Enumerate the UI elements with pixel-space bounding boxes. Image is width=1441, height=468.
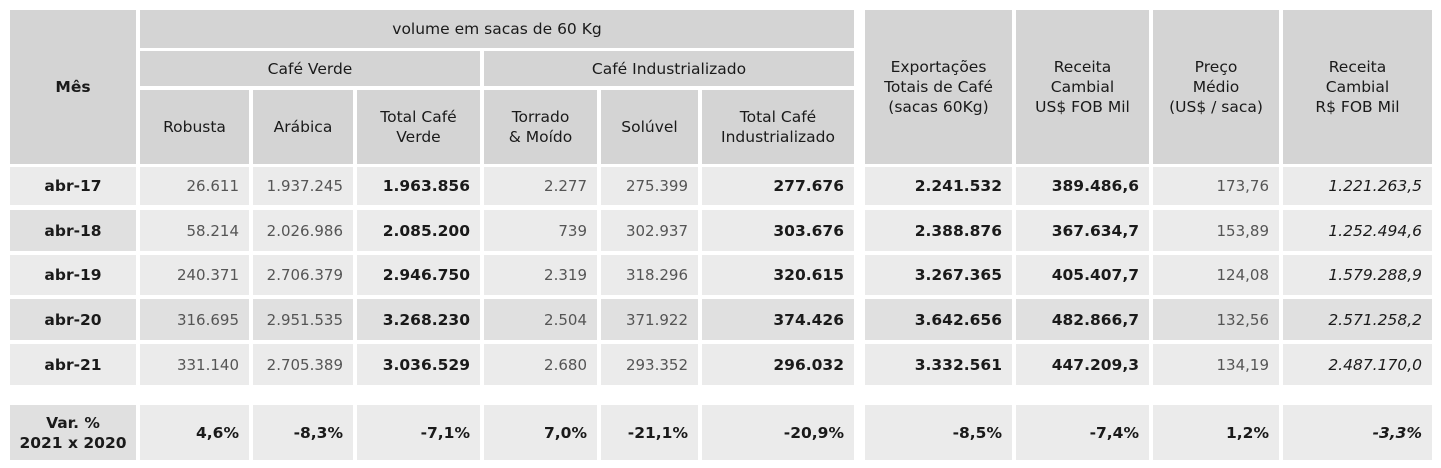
header-cafe-industrializado: Café Industrializado bbox=[484, 51, 854, 86]
row-mes: abr-21 bbox=[10, 344, 136, 385]
header-total-cafe-verde: Total Café Verde bbox=[357, 90, 480, 164]
cell-preco: 173,76 bbox=[1153, 167, 1279, 205]
header-receita-brl: Receita Cambial R$ FOB Mil bbox=[1283, 10, 1432, 164]
cell-soluvel: 318.296 bbox=[601, 255, 698, 295]
header-volume-group: volume em sacas de 60 Kg bbox=[140, 10, 854, 48]
cell-exportacoes: 3.267.365 bbox=[865, 255, 1012, 295]
cell-receita-brl: 1.252.494,6 bbox=[1283, 210, 1432, 251]
cell-receita-brl: 2.571.258,2 bbox=[1283, 299, 1432, 340]
row-mes: abr-18 bbox=[10, 210, 136, 251]
cell-total-ind: 296.032 bbox=[702, 344, 854, 385]
row-mes: abr-17 bbox=[10, 167, 136, 205]
row-mes: abr-20 bbox=[10, 299, 136, 340]
cell-exportacoes: 2.388.876 bbox=[865, 210, 1012, 251]
cell-soluvel: 302.937 bbox=[601, 210, 698, 251]
header-soluvel: Solúvel bbox=[601, 90, 698, 164]
variation-preco: 1,2% bbox=[1153, 405, 1279, 460]
header-total-cafe-industrializado: Total Café Industrializado bbox=[702, 90, 854, 164]
cell-preco: 132,56 bbox=[1153, 299, 1279, 340]
cell-robusta: 240.371 bbox=[140, 255, 249, 295]
variation-soluvel: -21,1% bbox=[601, 405, 698, 460]
cell-arabica: 1.937.245 bbox=[253, 167, 353, 205]
cell-torrado: 739 bbox=[484, 210, 597, 251]
cell-torrado: 2.504 bbox=[484, 299, 597, 340]
cell-receita-usd: 482.866,7 bbox=[1016, 299, 1149, 340]
cell-exportacoes: 3.642.656 bbox=[865, 299, 1012, 340]
cell-total-verde: 2.946.750 bbox=[357, 255, 480, 295]
variation-arabica: -8,3% bbox=[253, 405, 353, 460]
cell-receita-brl: 2.487.170,0 bbox=[1283, 344, 1432, 385]
variation-receita-brl: -3,3% bbox=[1283, 405, 1432, 460]
cell-torrado: 2.680 bbox=[484, 344, 597, 385]
cell-receita-usd: 405.407,7 bbox=[1016, 255, 1149, 295]
header-robusta: Robusta bbox=[140, 90, 249, 164]
cell-soluvel: 371.922 bbox=[601, 299, 698, 340]
cell-total-verde: 3.268.230 bbox=[357, 299, 480, 340]
cell-total-verde: 3.036.529 bbox=[357, 344, 480, 385]
cell-receita-brl: 1.221.263,5 bbox=[1283, 167, 1432, 205]
cell-exportacoes: 2.241.532 bbox=[865, 167, 1012, 205]
variation-exportacoes: -8,5% bbox=[865, 405, 1012, 460]
variation-receita-usd: -7,4% bbox=[1016, 405, 1149, 460]
header-exportacoes-totais: Exportações Totais de Café (sacas 60Kg) bbox=[865, 10, 1012, 164]
cell-arabica: 2.706.379 bbox=[253, 255, 353, 295]
cell-preco: 124,08 bbox=[1153, 255, 1279, 295]
variation-torrado: 7,0% bbox=[484, 405, 597, 460]
cell-total-verde: 1.963.856 bbox=[357, 167, 480, 205]
header-arabica: Arábica bbox=[253, 90, 353, 164]
header-preco-medio: Preço Médio (US$ / saca) bbox=[1153, 10, 1279, 164]
variation-robusta: 4,6% bbox=[140, 405, 249, 460]
cell-total-ind: 320.615 bbox=[702, 255, 854, 295]
variation-label: Var. % 2021 x 2020 bbox=[10, 405, 136, 460]
cell-receita-usd: 389.486,6 bbox=[1016, 167, 1149, 205]
cell-robusta: 316.695 bbox=[140, 299, 249, 340]
cell-arabica: 2.951.535 bbox=[253, 299, 353, 340]
header-mes: Mês bbox=[10, 10, 136, 164]
cell-preco: 153,89 bbox=[1153, 210, 1279, 251]
cell-torrado: 2.277 bbox=[484, 167, 597, 205]
cell-robusta: 58.214 bbox=[140, 210, 249, 251]
cell-receita-usd: 447.209,3 bbox=[1016, 344, 1149, 385]
row-mes: abr-19 bbox=[10, 255, 136, 295]
variation-total-ind: -20,9% bbox=[702, 405, 854, 460]
cell-preco: 134,19 bbox=[1153, 344, 1279, 385]
cell-robusta: 26.611 bbox=[140, 167, 249, 205]
variation-total-verde: -7,1% bbox=[357, 405, 480, 460]
cell-total-verde: 2.085.200 bbox=[357, 210, 480, 251]
cell-total-ind: 374.426 bbox=[702, 299, 854, 340]
cell-arabica: 2.705.389 bbox=[253, 344, 353, 385]
cell-robusta: 331.140 bbox=[140, 344, 249, 385]
cell-arabica: 2.026.986 bbox=[253, 210, 353, 251]
cell-soluvel: 293.352 bbox=[601, 344, 698, 385]
header-torrado-moido: Torrado & Moído bbox=[484, 90, 597, 164]
cell-total-ind: 277.676 bbox=[702, 167, 854, 205]
header-receita-usd: Receita Cambial US$ FOB Mil bbox=[1016, 10, 1149, 164]
cell-receita-usd: 367.634,7 bbox=[1016, 210, 1149, 251]
cell-total-ind: 303.676 bbox=[702, 210, 854, 251]
cell-receita-brl: 1.579.288,9 bbox=[1283, 255, 1432, 295]
cell-soluvel: 275.399 bbox=[601, 167, 698, 205]
cell-exportacoes: 3.332.561 bbox=[865, 344, 1012, 385]
cell-torrado: 2.319 bbox=[484, 255, 597, 295]
header-cafe-verde: Café Verde bbox=[140, 51, 480, 86]
